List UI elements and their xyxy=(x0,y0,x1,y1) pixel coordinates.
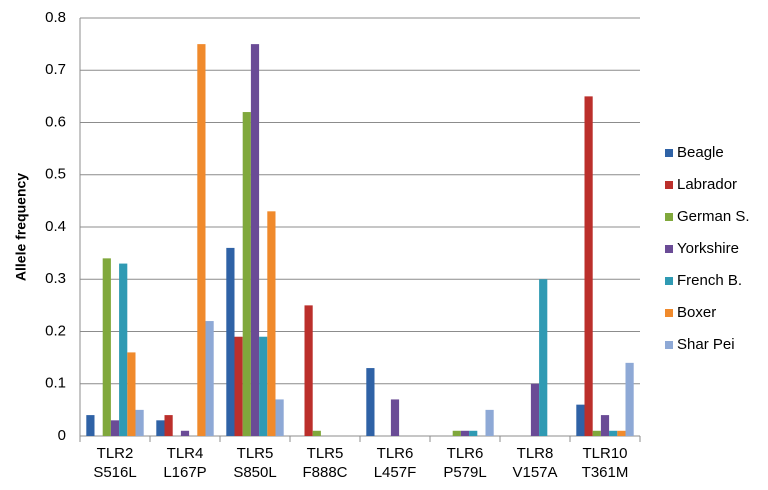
bar xyxy=(259,336,268,436)
bar xyxy=(250,44,260,436)
x-tick-label: TLR2 S516L xyxy=(93,445,137,481)
x-tick-label: TLR6 P579L xyxy=(443,445,487,481)
bar xyxy=(576,404,585,436)
bar xyxy=(617,430,626,436)
bar xyxy=(469,430,478,436)
legend-label: French B. xyxy=(677,272,742,289)
bar xyxy=(584,96,593,436)
bar xyxy=(119,263,128,436)
y-tick-label: 0.8 xyxy=(45,9,66,26)
bar xyxy=(135,409,144,436)
bar xyxy=(625,362,634,436)
bar xyxy=(366,368,375,436)
legend-label: Shar Pei xyxy=(677,336,735,353)
bar xyxy=(460,430,470,436)
bar xyxy=(592,430,601,436)
bar xyxy=(304,305,313,436)
y-tick-label: 0.4 xyxy=(45,218,66,235)
bar xyxy=(110,420,120,436)
bar xyxy=(242,112,251,437)
x-tick-label: TLR5 S850L xyxy=(233,445,277,481)
y-tick-label: 0.7 xyxy=(45,61,66,78)
x-tick-label: TLR10 T361M xyxy=(581,445,629,481)
bar xyxy=(234,336,243,436)
bar xyxy=(205,321,214,436)
legend-label: Yorkshire xyxy=(677,240,739,257)
legend-swatch xyxy=(665,309,673,317)
bar xyxy=(164,415,173,436)
bar xyxy=(86,415,95,436)
bar xyxy=(102,258,111,436)
bar xyxy=(156,420,165,436)
legend-label: Boxer xyxy=(677,304,716,321)
x-tick-label: TLR8 V157A xyxy=(512,445,558,481)
x-tick-label: TLR4 L167P xyxy=(163,445,207,481)
bar xyxy=(197,44,206,436)
x-tick-label: TLR5 F888C xyxy=(302,445,348,481)
bar xyxy=(275,399,284,436)
y-tick-label: 0.3 xyxy=(45,270,66,287)
bar xyxy=(485,409,494,436)
y-tick-label: 0.2 xyxy=(45,322,66,339)
bar xyxy=(539,279,548,436)
legend-swatch xyxy=(665,245,673,253)
y-tick-label: 0.6 xyxy=(45,113,66,130)
legend-swatch xyxy=(665,213,673,221)
legend-swatch xyxy=(665,181,673,189)
y-tick-label: 0.1 xyxy=(45,375,66,392)
legend-swatch xyxy=(665,149,673,157)
bar xyxy=(609,430,618,436)
bar xyxy=(390,399,400,436)
bar xyxy=(127,352,136,436)
y-tick-label: 0 xyxy=(58,427,66,444)
y-tick-label: 0.5 xyxy=(45,166,66,183)
legend-label: Beagle xyxy=(677,144,724,161)
bar xyxy=(267,211,276,436)
legend-swatch xyxy=(665,277,673,285)
bar xyxy=(312,430,321,436)
bar xyxy=(180,430,190,436)
legend-label: Labrador xyxy=(677,176,737,193)
y-axis-label: Allele frequency xyxy=(13,173,29,281)
bar xyxy=(600,415,610,436)
bar xyxy=(226,247,235,436)
bar xyxy=(530,383,540,436)
x-tick-label: TLR6 L457F xyxy=(373,445,417,481)
legend-label: German S. xyxy=(677,208,750,225)
bar xyxy=(452,430,461,436)
legend-swatch xyxy=(665,341,673,349)
